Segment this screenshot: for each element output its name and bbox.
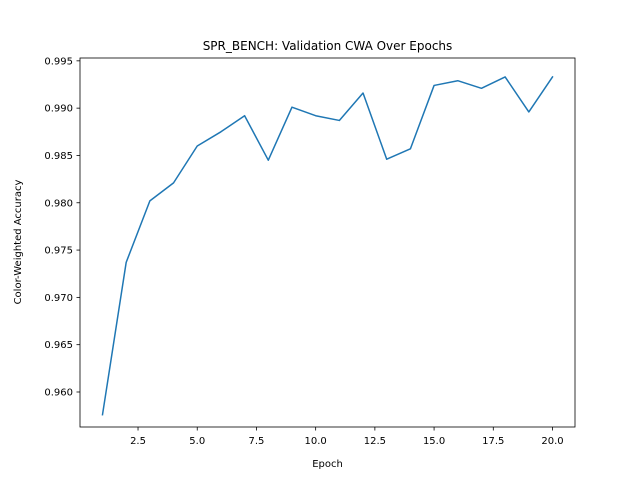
y-tick-label: 0.985 [44,151,73,162]
y-tick-label: 0.965 [44,340,73,351]
x-tick-label: 7.5 [248,436,264,447]
x-tick-label: 5.0 [189,436,205,447]
axes-frame [79,57,576,428]
series-line-0 [101,75,554,416]
y-tick-label: 0.960 [44,387,73,398]
plot-area [101,75,554,416]
y-axis-label: Color-Weighted Accuracy [13,179,24,304]
y-tick-label: 0.970 [44,293,73,304]
x-tick-label: 20.0 [541,436,563,447]
y-tick-label: 0.990 [44,104,73,115]
x-tick-label: 15.0 [423,436,445,447]
x-tick-label: 10.0 [305,436,327,447]
y-tick-label: 0.995 [44,56,73,67]
axes: 2.5 5.0 7.5 10.0 12.5 15.0 17.5 20.0 0.960 0.965 0… [44,56,576,447]
y-tick-label: 0.975 [44,246,73,257]
x-axis-label: Epoch [312,459,343,470]
x-tick-label: 17.5 [482,436,504,447]
x-tick-label: 12.5 [364,436,386,447]
chart-title: SPR_BENCH: Validation CWA Over Epochs [203,39,453,53]
y-tick-label: 0.980 [44,198,73,209]
x-tick-label: 2.5 [130,436,146,447]
